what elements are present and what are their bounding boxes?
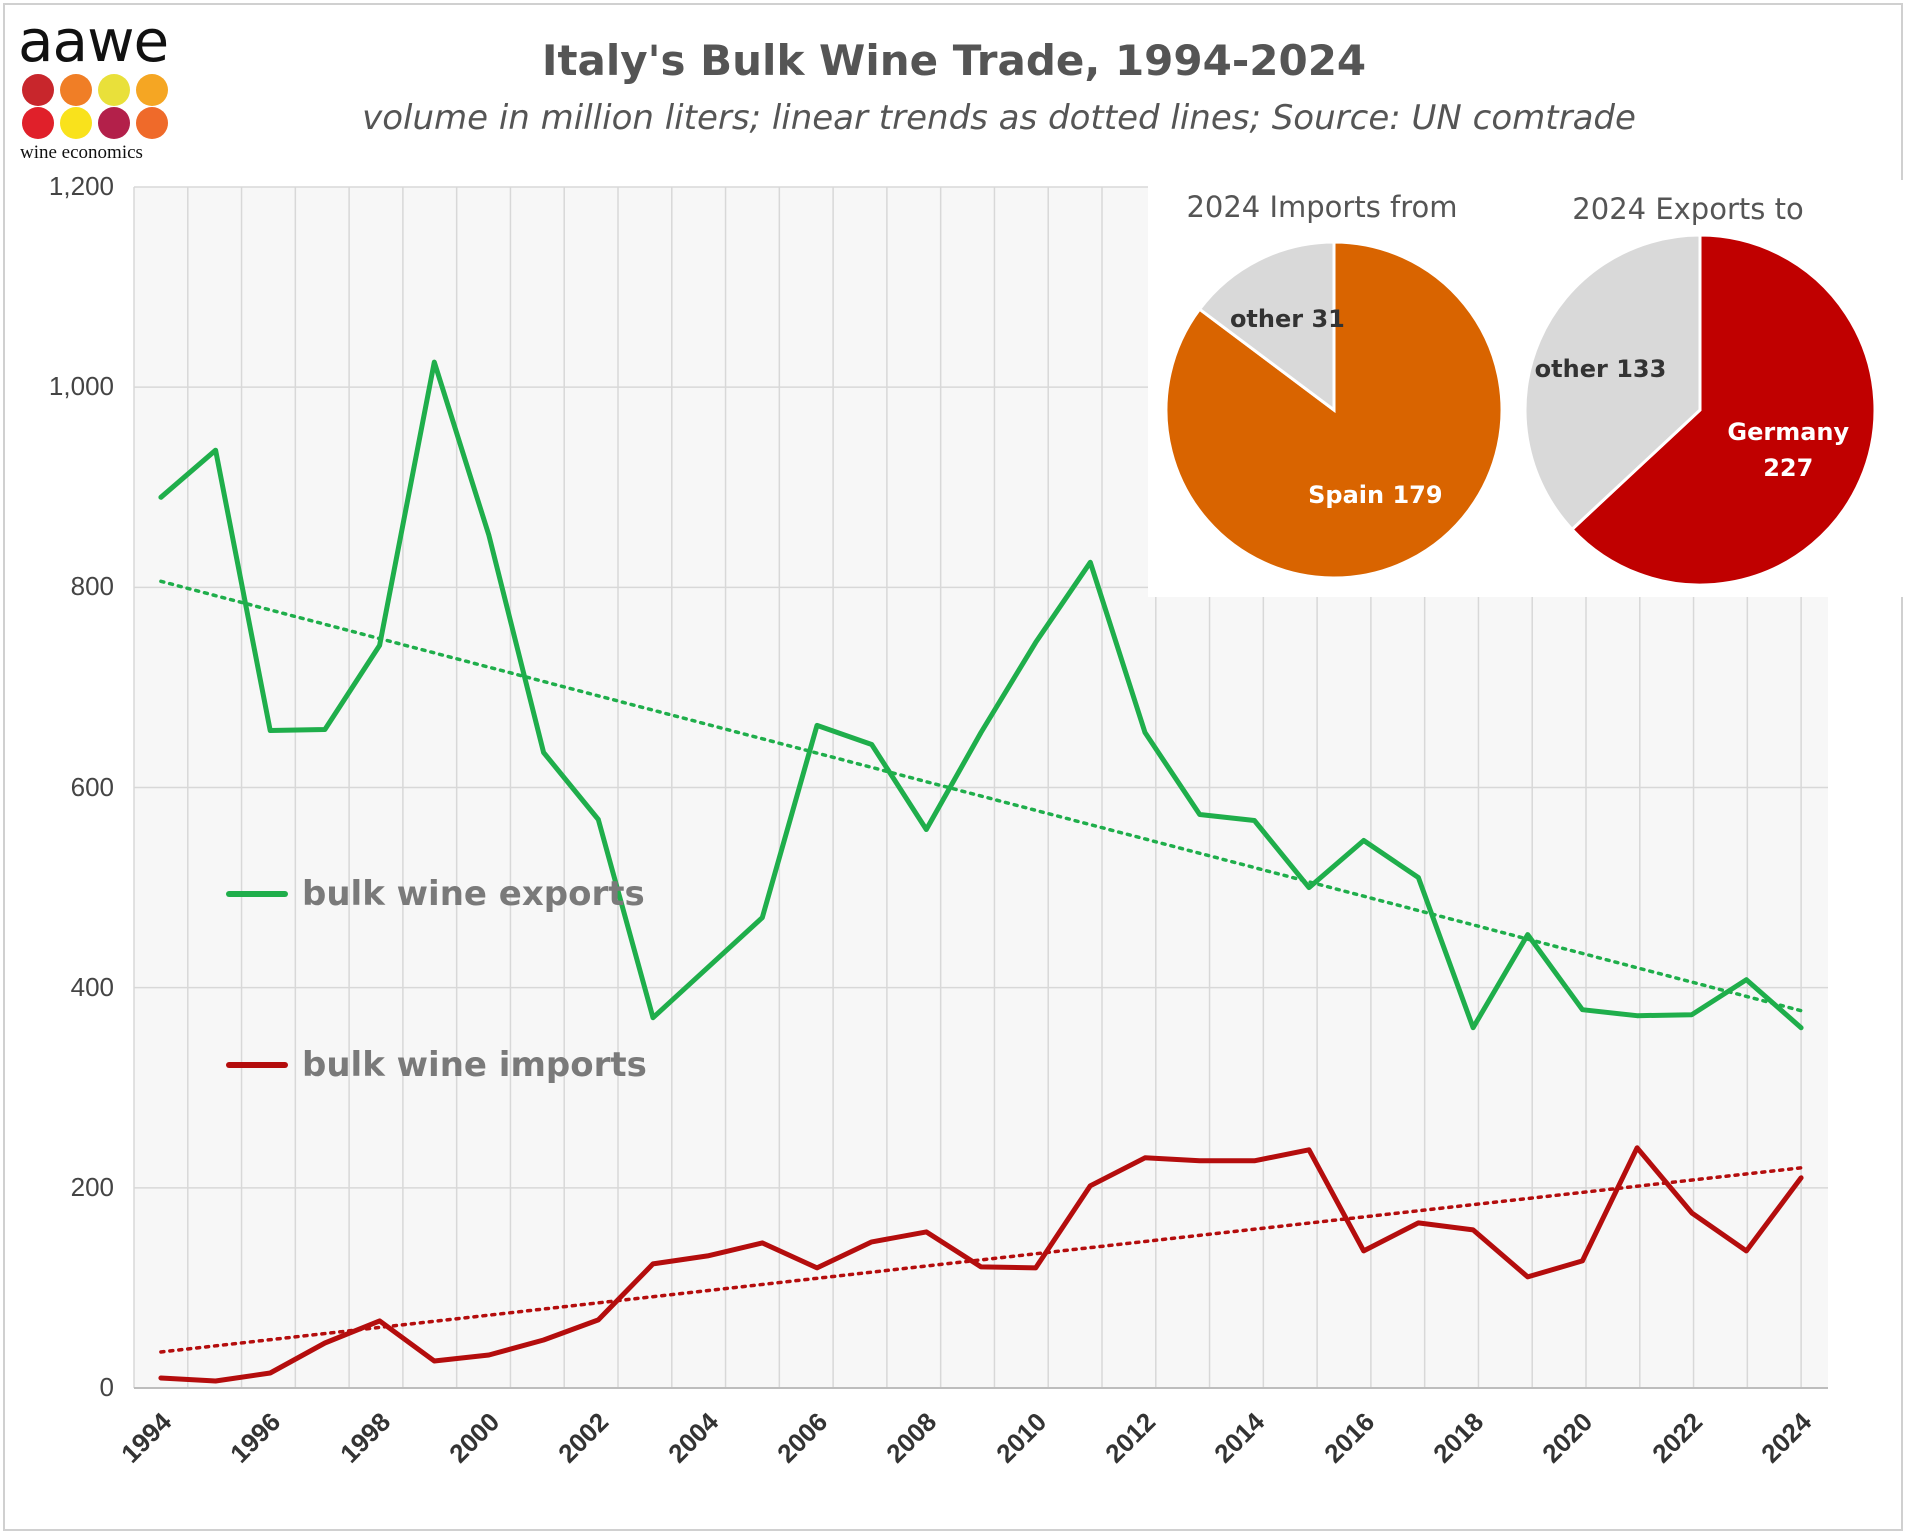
legend-exports: bulk wine exports (226, 874, 645, 914)
logo-dot (22, 107, 54, 139)
pie-imports-title: 2024 Imports from (1186, 190, 1458, 224)
pie-slice-imports-other (1197, 240, 1336, 413)
pie-label-exports-other: other 133 (1534, 354, 1667, 383)
pie-charts (1164, 233, 1877, 587)
logo-dot (22, 74, 54, 106)
pie-label-exports-germany: Germany 227 (1727, 418, 1850, 483)
logo-dots (22, 74, 168, 139)
pie-label-imports-spain: Spain 179 (1308, 480, 1443, 509)
series-line-imports (158, 1145, 1804, 1384)
chart-title: Italy's Bulk Wine Trade, 1994-2024 (541, 36, 1367, 85)
legend-swatch-exports (226, 891, 288, 897)
y-tick-label: 800 (70, 571, 114, 602)
logo-dot (60, 107, 92, 139)
logo-wordmark: aawe (18, 7, 169, 75)
pie-exports-title: 2024 Exports to (1572, 192, 1804, 226)
logo-tagline: wine economics (20, 142, 143, 163)
logo-dot (98, 107, 130, 139)
y-tick-label: 400 (70, 971, 114, 1002)
logo-dot (136, 74, 168, 106)
legend-label-imports: bulk wine imports (302, 1045, 647, 1085)
logo-dot (60, 74, 92, 106)
y-tick-label: 1,200 (48, 171, 114, 201)
pie-slice-exports-germany (1569, 233, 1877, 587)
series-lines (158, 359, 1804, 1384)
y-tick-label: 600 (70, 771, 114, 802)
trend-line-imports (159, 1166, 1803, 1354)
grid-lines (133, 186, 1828, 1389)
y-tick-label: 0 (99, 1372, 114, 1402)
logo-dot (136, 107, 168, 139)
y-tick-label: 1,000 (48, 371, 114, 402)
legend-imports: bulk wine imports (226, 1045, 647, 1085)
series-line-exports (158, 359, 1804, 1031)
y-tick-label: 200 (70, 1171, 114, 1202)
pie-slice-exports-other (1523, 233, 1702, 532)
chart-subtitle: volume in million liters; linear trends … (362, 98, 1636, 138)
legend-swatch-imports (226, 1062, 288, 1068)
logo-dot (98, 74, 130, 106)
pie-label-imports-other: other 31 (1229, 304, 1345, 333)
legend-label-exports: bulk wine exports (302, 874, 645, 914)
